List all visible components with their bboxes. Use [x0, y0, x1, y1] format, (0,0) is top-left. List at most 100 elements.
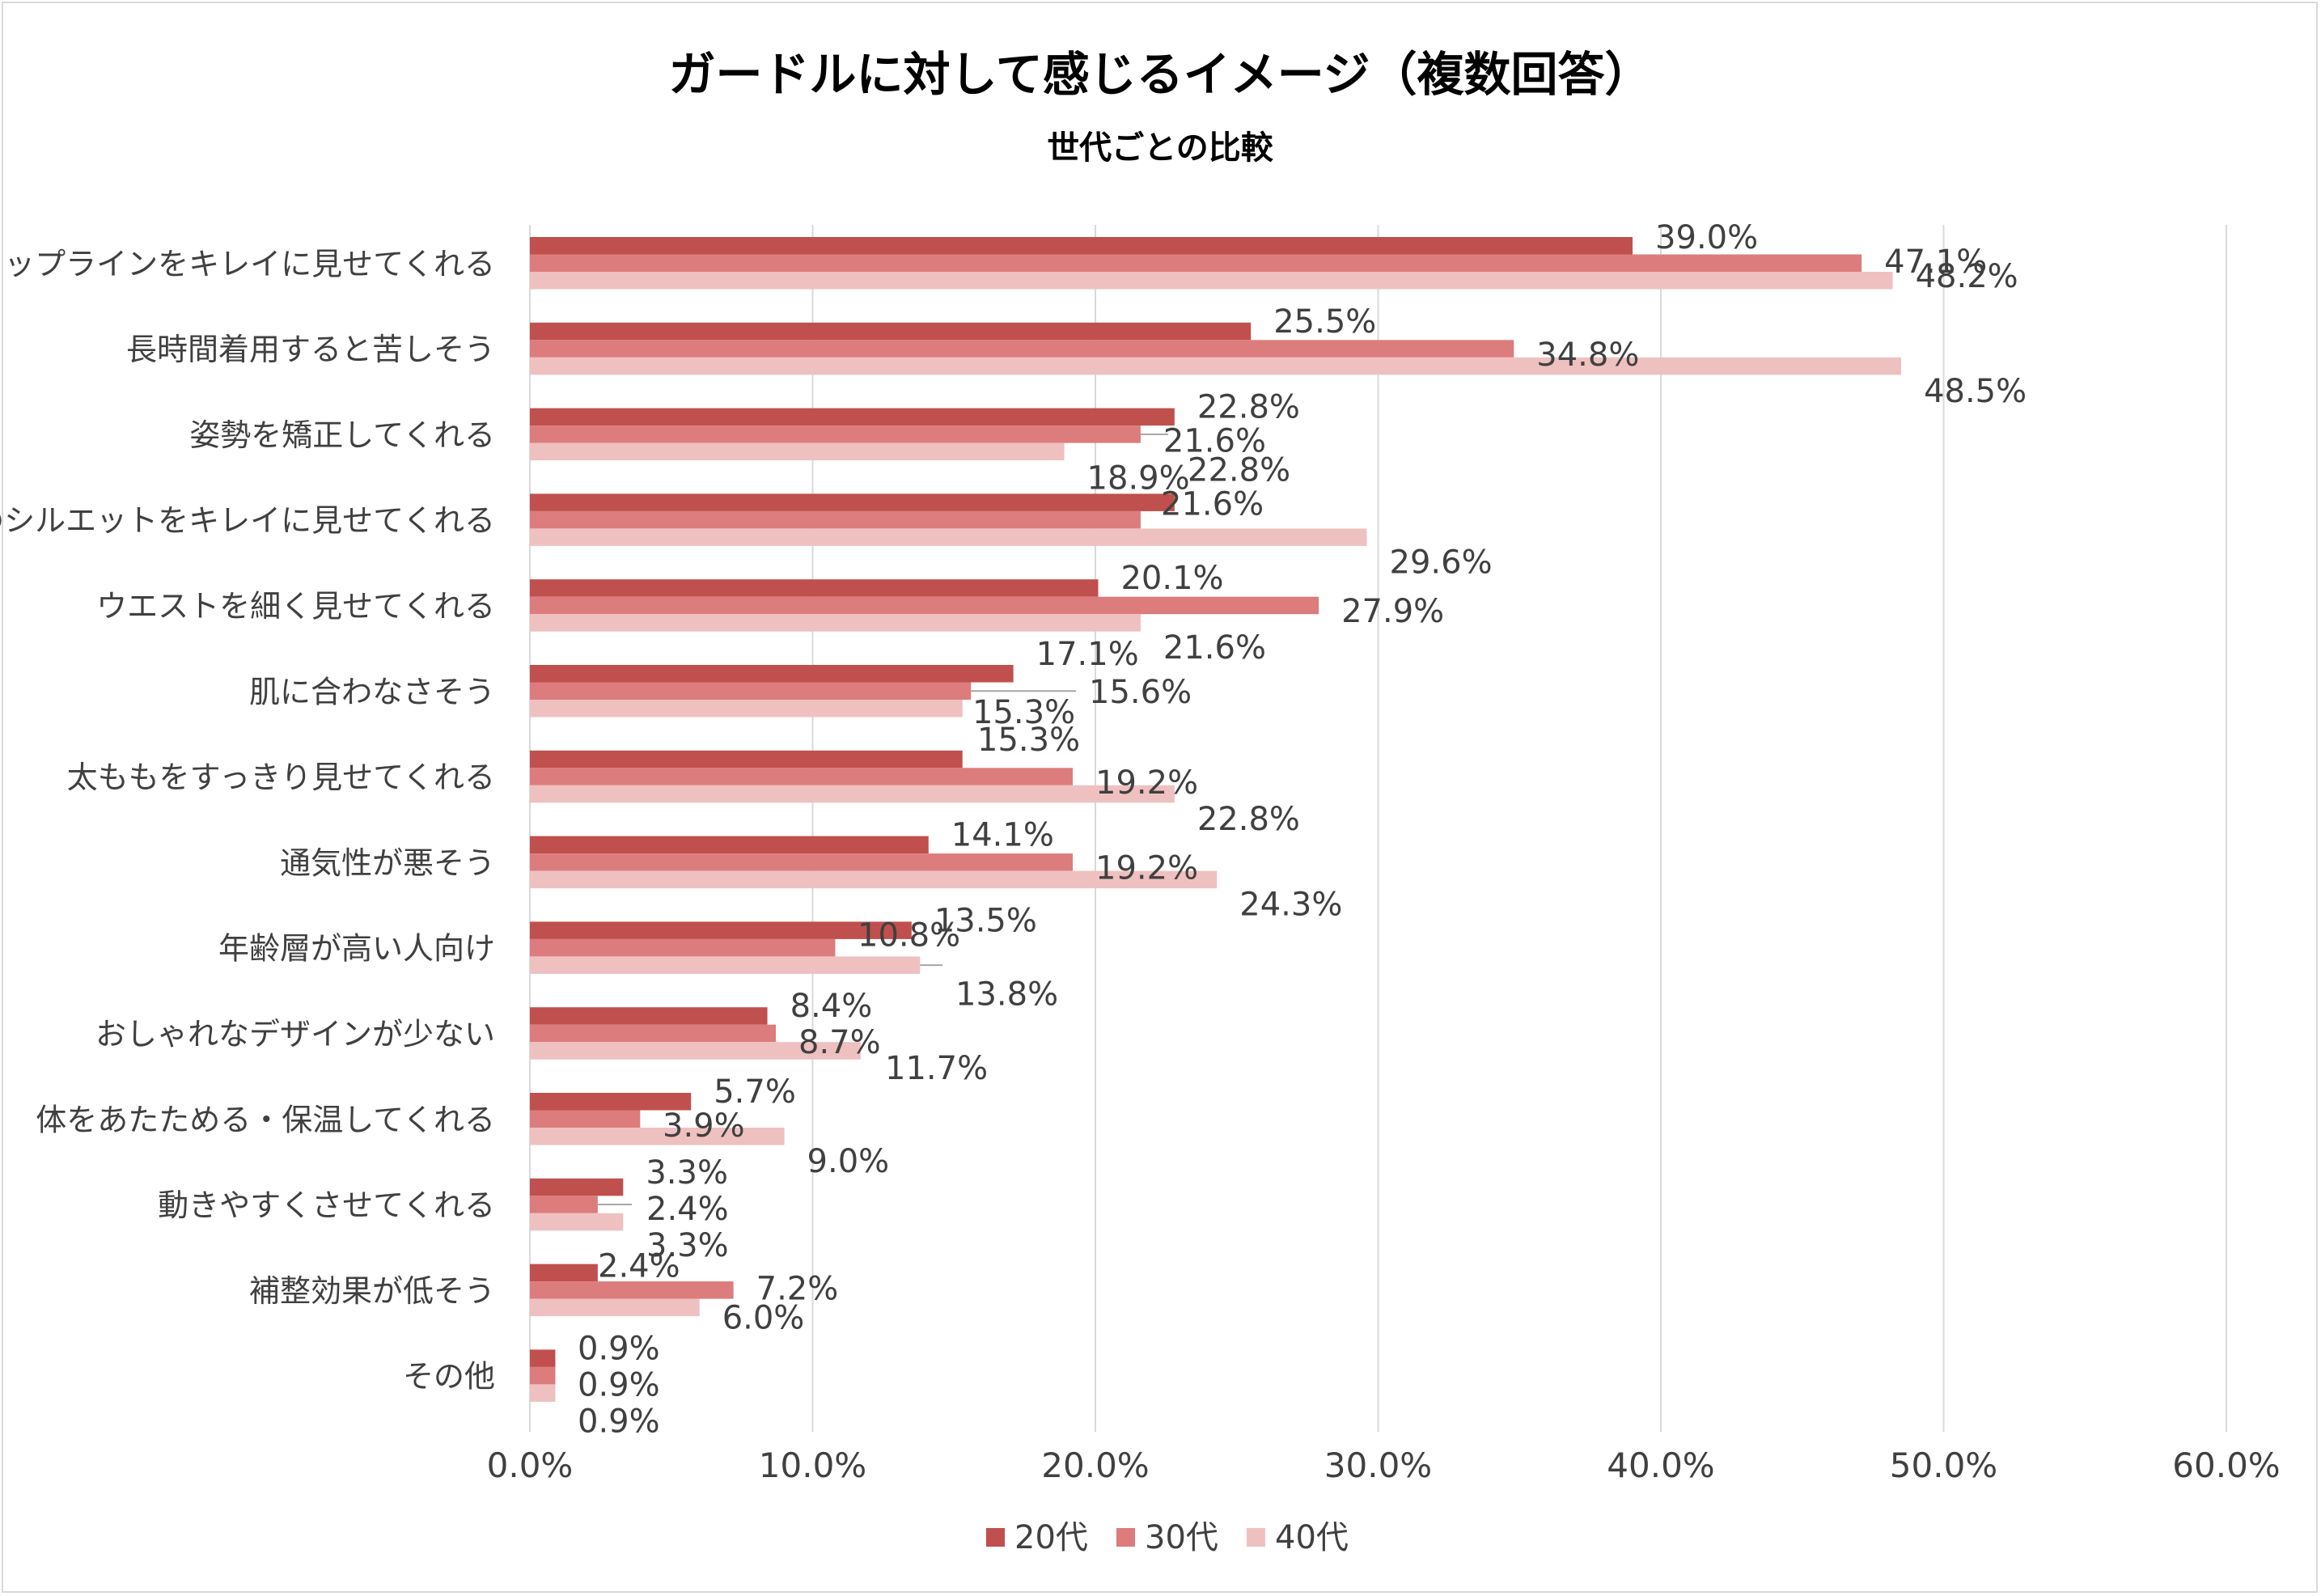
category-label: 年齢層が高い人向け	[218, 931, 495, 967]
bar-40代	[530, 956, 921, 974]
data-label: 0.9%	[578, 1366, 660, 1403]
bar-40代	[530, 1384, 556, 1402]
data-label: 5.7%	[714, 1073, 796, 1111]
bar-30代	[530, 1110, 641, 1128]
category-label: 通気性が悪そう	[280, 845, 495, 881]
data-label: 2.4%	[598, 1248, 680, 1285]
bar-40代	[530, 272, 1893, 290]
data-label: 48.2%	[1916, 258, 2018, 295]
data-label: 15.6%	[1089, 674, 1192, 711]
data-labels: 39.0%47.1%48.2%25.5%34.8%48.5%22.8%21.6%…	[578, 219, 2027, 1440]
data-label: 8.7%	[798, 1024, 881, 1061]
bar-40代	[530, 1128, 785, 1145]
data-label: 22.8%	[1197, 801, 1300, 838]
data-label: 13.5%	[934, 902, 1037, 939]
bar-30代	[530, 853, 1074, 871]
category-label: 補整効果が低そう	[249, 1273, 495, 1309]
bar-30代	[530, 425, 1141, 443]
bar-40代	[530, 357, 1902, 375]
data-label: 2.4%	[646, 1191, 729, 1228]
data-label: 22.8%	[1188, 451, 1290, 489]
category-label: ウエストを細く見せてくれる	[96, 588, 495, 624]
bar-20代	[530, 1007, 768, 1025]
bar-40代	[530, 1298, 700, 1317]
category-labels: ヒップラインをキレイに見せてくれる長時間着用すると苦しそう姿勢を矯正してくれる服…	[0, 246, 495, 1394]
data-label: 9.0%	[807, 1143, 890, 1180]
bar-30代	[530, 1366, 556, 1385]
category-label: 体をあたためる・保温してくれる	[36, 1102, 495, 1137]
category-label: ヒップラインをキレイに見せてくれる	[0, 246, 495, 282]
data-label: 25.5%	[1273, 303, 1376, 341]
bar-30代	[530, 1024, 777, 1043]
leader-lines	[597, 433, 1168, 1206]
x-tick-label: 50.0%	[1890, 1446, 1997, 1485]
data-label: 21.6%	[1161, 485, 1264, 523]
data-label: 22.8%	[1197, 389, 1300, 426]
x-axis-tick-labels: 0.0% 10.0% 20.0% 30.0% 40.0% 50.0% 60.0%	[487, 1446, 2281, 1485]
bar-40代	[530, 442, 1065, 461]
x-tick-label: 10.0%	[759, 1446, 866, 1485]
data-label: 6.0%	[722, 1300, 805, 1337]
bar-20代	[530, 493, 1175, 511]
data-label: 0.9%	[578, 1330, 660, 1367]
bar-20代	[530, 836, 929, 854]
bar-40代	[530, 1042, 861, 1060]
data-label: 19.2%	[1095, 850, 1198, 887]
data-label: 39.0%	[1655, 219, 1758, 256]
bar-40代	[530, 870, 1218, 889]
data-label: 8.4%	[790, 988, 873, 1025]
legend-swatch	[1116, 1528, 1135, 1547]
bar-30代	[530, 254, 1862, 272]
category-label: 長時間着用すると苦しそう	[126, 332, 495, 367]
legend-label: 20代	[1014, 1519, 1088, 1556]
bar-20代	[530, 322, 1252, 341]
x-tick-label: 60.0%	[2172, 1446, 2280, 1485]
data-label: 3.3%	[646, 1154, 728, 1192]
category-label: 太ももをすっきり見せてくれる	[67, 760, 495, 795]
bar-40代	[530, 1213, 624, 1231]
data-label: 48.5%	[1924, 373, 2027, 410]
bar-40代	[530, 614, 1141, 632]
data-label: 15.3%	[972, 694, 1075, 731]
data-label: 21.6%	[1163, 423, 1266, 460]
data-label: 20.1%	[1120, 560, 1223, 597]
bar-30代	[530, 682, 972, 700]
bar-20代	[530, 921, 912, 939]
bar-30代	[530, 1281, 734, 1299]
chart-subtitle: 世代ごとの比較	[1047, 129, 1274, 167]
data-label: 3.3%	[646, 1227, 729, 1264]
bar-40代	[530, 528, 1367, 546]
data-label: 21.6%	[1163, 629, 1266, 667]
data-label: 13.8%	[955, 976, 1058, 1013]
bar-30代	[530, 510, 1141, 529]
data-label: 7.2%	[756, 1271, 839, 1308]
legend-label: 40代	[1275, 1519, 1349, 1556]
category-label: 動きやすくさせてくれる	[158, 1187, 495, 1223]
data-label: 27.9%	[1341, 593, 1444, 630]
bar-30代	[530, 1196, 598, 1213]
data-label: 24.3%	[1239, 887, 1342, 924]
bar-40代	[530, 700, 963, 718]
data-label: 14.1%	[951, 817, 1054, 854]
bar-20代	[530, 665, 1014, 683]
data-label: 34.8%	[1536, 337, 1639, 374]
bar-20代	[530, 1178, 624, 1196]
bar-30代	[530, 938, 836, 957]
data-label: 10.8%	[858, 917, 960, 954]
data-label: 47.1%	[1884, 243, 1987, 281]
x-tick-label: 20.0%	[1041, 1446, 1149, 1485]
legend-swatch	[1247, 1528, 1265, 1547]
category-label: 肌に合わなさそう	[249, 674, 495, 709]
x-tick-label: 0.0%	[487, 1446, 574, 1485]
bar-20代	[530, 1093, 692, 1111]
category-label: 服のシルエットをキレイに見せてくれる	[0, 503, 495, 539]
bar-40代	[530, 785, 1175, 803]
bar-20代	[530, 1349, 556, 1367]
legend: 20代 30代 40代	[986, 1519, 1349, 1556]
data-label: 15.3%	[977, 722, 1080, 759]
data-label: 11.7%	[885, 1050, 988, 1087]
bar-20代	[530, 579, 1099, 597]
data-label: 3.9%	[663, 1107, 745, 1145]
category-label: おしゃれなデザインが少ない	[95, 1016, 495, 1052]
